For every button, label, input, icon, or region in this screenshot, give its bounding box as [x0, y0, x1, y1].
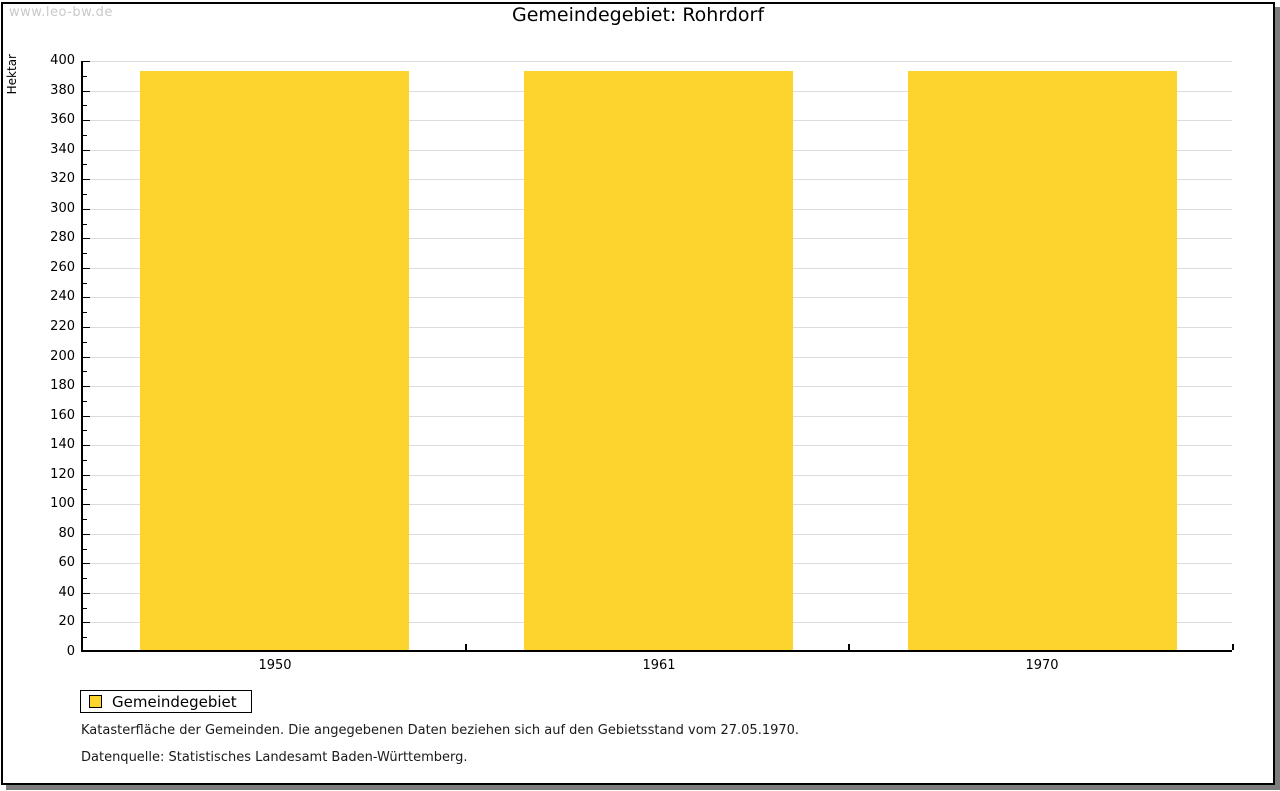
- x-boundary-tick: [848, 644, 850, 650]
- y-major-tick: [83, 504, 90, 506]
- y-minor-tick: [83, 282, 87, 284]
- y-major-tick: [83, 297, 90, 299]
- y-major-tick: [83, 445, 90, 447]
- y-minor-tick: [83, 164, 87, 166]
- y-tick-label: 60: [58, 555, 75, 571]
- y-major-tick: [83, 622, 90, 624]
- y-minor-tick: [83, 134, 87, 136]
- y-tick-label: 100: [50, 496, 75, 512]
- y-tick-label: 120: [50, 466, 75, 482]
- y-tick-label: 380: [50, 82, 75, 98]
- y-major-tick: [83, 179, 90, 181]
- legend: Gemeindegebiet: [80, 690, 252, 713]
- y-major-tick: [83, 238, 90, 240]
- y-minor-tick: [83, 548, 87, 550]
- bar-1950: [140, 70, 409, 650]
- y-minor-tick: [83, 430, 87, 432]
- y-minor-tick: [83, 607, 87, 609]
- y-tick-label: 180: [50, 378, 75, 394]
- y-major-tick: [83, 563, 90, 565]
- y-major-tick: [83, 149, 90, 151]
- bar-1961: [524, 70, 793, 650]
- y-tick-label: 360: [50, 112, 75, 128]
- y-axis-title: Hektar: [5, 54, 19, 95]
- y-tick-label: 40: [58, 584, 75, 600]
- y-major-tick: [83, 90, 90, 92]
- x-tick-label: 1950: [258, 658, 292, 673]
- y-minor-tick: [83, 193, 87, 195]
- y-major-tick: [83, 592, 90, 594]
- y-major-tick: [83, 208, 90, 210]
- y-minor-tick: [83, 519, 87, 521]
- x-tick-label: 1961: [642, 658, 676, 673]
- y-major-tick: [83, 474, 90, 476]
- gridline: [83, 61, 1232, 62]
- y-minor-tick: [83, 253, 87, 255]
- y-major-tick: [83, 267, 90, 269]
- y-minor-tick: [83, 341, 87, 343]
- y-tick-label: 140: [50, 437, 75, 453]
- y-tick-label: 20: [58, 614, 75, 630]
- y-minor-tick: [83, 312, 87, 314]
- y-tick-label: 80: [58, 525, 75, 541]
- y-major-tick: [83, 356, 90, 358]
- x-boundary-tick: [1232, 644, 1234, 650]
- legend-label: Gemeindegebiet: [112, 692, 237, 711]
- x-tick-label: 1970: [1025, 658, 1059, 673]
- y-tick-label: 200: [50, 348, 75, 364]
- y-major-tick: [83, 326, 90, 328]
- bar-1970: [908, 70, 1177, 650]
- y-minor-tick: [83, 400, 87, 402]
- footnote-source-note: Katasterfläche der Gemeinden. Die angege…: [81, 723, 800, 738]
- plot-area: 0 20 40 60 80 100 120 140 160 180 200 220 240 260 280 3…: [50, 54, 1234, 673]
- footnote-data-source: Datenquelle: Statistisches Landesamt Bad…: [81, 750, 468, 765]
- y-minor-tick: [83, 223, 87, 225]
- y-major-tick: [83, 651, 90, 652]
- y-major-tick: [83, 533, 90, 535]
- y-minor-tick: [83, 489, 87, 491]
- y-tick-label: 0: [66, 644, 75, 659]
- y-tick-label: 160: [50, 407, 75, 423]
- chart-title: Gemeindegebiet: Rohrdorf: [511, 4, 765, 26]
- x-boundary-tick: [465, 644, 467, 650]
- watermark: www.leo-bw.de: [9, 5, 113, 20]
- legend-swatch-icon: [89, 695, 102, 708]
- y-tick-label: 280: [50, 230, 75, 246]
- y-major-tick: [83, 61, 90, 62]
- y-minor-tick: [83, 75, 87, 77]
- y-tick-label: 220: [50, 318, 75, 334]
- y-major-tick: [83, 415, 90, 417]
- y-tick-label: 240: [50, 289, 75, 305]
- y-minor-tick: [83, 105, 87, 107]
- y-tick-label: 300: [50, 200, 75, 216]
- y-major-tick: [83, 120, 90, 122]
- y-major-tick: [83, 386, 90, 388]
- y-tick-label: 340: [50, 141, 75, 157]
- y-minor-tick: [83, 578, 87, 580]
- y-minor-tick: [83, 371, 87, 373]
- y-tick-label: 260: [50, 259, 75, 275]
- y-tick-label: 320: [50, 171, 75, 187]
- y-tick-label: 400: [50, 53, 75, 68]
- y-minor-tick: [83, 637, 87, 639]
- y-minor-tick: [83, 459, 87, 461]
